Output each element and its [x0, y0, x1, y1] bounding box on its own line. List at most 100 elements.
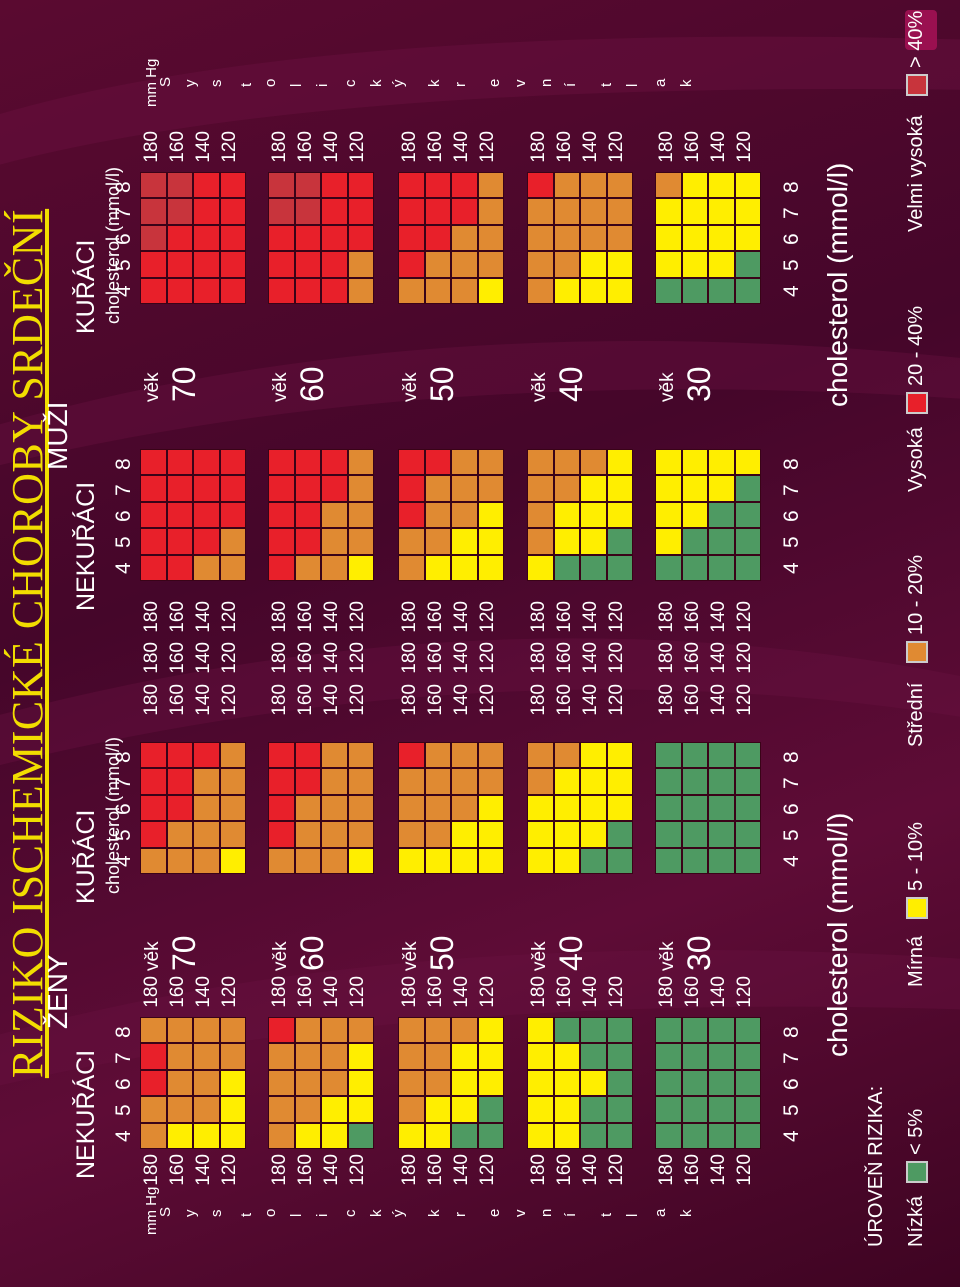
- risk-cell: [735, 450, 760, 475]
- risk-cell: [709, 555, 734, 580]
- risk-cell: [167, 1097, 192, 1122]
- risk-cell: [141, 555, 166, 580]
- group-header-2: NEKUŘÁCI: [72, 481, 100, 611]
- risk-cell: [167, 743, 192, 768]
- risk-cell: [167, 252, 192, 277]
- bp-tick-mid2b-4-1: 160: [682, 601, 703, 633]
- bp-tick-mid1a-1-3: 120: [347, 976, 368, 1008]
- x-tick-bottom-1-1: 5: [780, 829, 803, 841]
- x-tick-top-2-4: 8: [112, 458, 135, 470]
- risk-cell: [607, 252, 632, 277]
- age-value-a-0: 70: [166, 935, 202, 971]
- x-tick-top-0-1: 5: [112, 1104, 135, 1116]
- risk-grid-1: [268, 1017, 374, 1149]
- risk-cell: [581, 1097, 606, 1122]
- bp-tick-mid2a-2-1: 160: [425, 684, 446, 716]
- risk-cell: [322, 1070, 347, 1096]
- risk-cell: [399, 1044, 424, 1069]
- risk-cell: [322, 743, 347, 768]
- risk-cell: [735, 1123, 760, 1148]
- risk-cell: [194, 225, 219, 251]
- risk-cell: [295, 743, 320, 768]
- age-word-b-3: věk: [529, 372, 550, 402]
- risk-cell: [295, 450, 320, 475]
- risk-cell: [607, 848, 632, 873]
- bp-tick-mid1b-2-1: 160: [425, 642, 446, 674]
- risk-cell: [656, 555, 681, 580]
- risk-cell: [269, 278, 294, 303]
- risk-cell: [452, 252, 477, 277]
- risk-cell: [322, 1123, 347, 1148]
- risk-cell: [528, 252, 553, 277]
- bp-axis-letter-left-10: k: [426, 1209, 443, 1218]
- x-tick-bottom-2-2: 6: [780, 510, 803, 522]
- risk-cell: [220, 450, 245, 475]
- risk-cell: [399, 1070, 424, 1096]
- risk-cell: [581, 1044, 606, 1069]
- risk-cell: [220, 1070, 245, 1096]
- cholesterol-axis-title-left: cholesterol (mmol/l): [822, 812, 853, 1057]
- risk-cell: [425, 199, 450, 224]
- risk-cell: [528, 1097, 553, 1122]
- risk-cell: [554, 529, 579, 554]
- legend-name-3: Vysoká: [905, 427, 927, 492]
- risk-cell: [581, 743, 606, 768]
- risk-cell: [194, 502, 219, 528]
- risk-cell: [656, 199, 681, 224]
- bp-tick-mid2a-1-3: 120: [347, 684, 368, 716]
- risk-cell: [399, 555, 424, 580]
- x-tick-top-2-3: 7: [112, 484, 135, 496]
- legend-range-4: > 40%: [905, 10, 927, 68]
- risk-cell: [141, 743, 166, 768]
- risk-cell: [269, 743, 294, 768]
- risk-cell: [220, 173, 245, 198]
- risk-cell: [141, 450, 166, 475]
- risk-cell: [399, 1123, 424, 1148]
- risk-cell: [528, 743, 553, 768]
- risk-cell: [348, 199, 373, 224]
- bp-tick-mid2a-4-2: 140: [708, 684, 729, 716]
- risk-cell: [656, 1123, 681, 1148]
- bp-tick-right-3-2: 140: [580, 131, 601, 163]
- bp-tick-right-1-2: 140: [321, 131, 342, 163]
- x-tick-bottom-1-2: 6: [780, 803, 803, 815]
- risk-cell: [220, 278, 245, 303]
- risk-cell: [425, 769, 450, 794]
- bp-axis-letter-left-9: ý: [390, 1209, 407, 1218]
- bp-tick-right-3-3: 120: [606, 131, 627, 163]
- risk-grid-19: [655, 172, 761, 304]
- bp-tick-right-1-3: 120: [347, 131, 368, 163]
- bp-axis-letter-right-17: l: [624, 83, 641, 87]
- risk-cell: [425, 848, 450, 873]
- bp-tick-left-3-2: 140: [580, 1154, 601, 1186]
- bp-tick-left-0-3: 120: [219, 1154, 240, 1186]
- risk-cell: [425, 252, 450, 277]
- risk-cell: [194, 1097, 219, 1122]
- risk-grid-11: [268, 449, 374, 581]
- risk-cell: [295, 278, 320, 303]
- bp-tick-mid1b-1-0: 180: [269, 642, 290, 674]
- risk-cell: [478, 555, 503, 580]
- bp-tick-mid2a-4-0: 180: [656, 684, 677, 716]
- risk-cell: [656, 848, 681, 873]
- risk-cell: [554, 173, 579, 198]
- bp-tick-right-0-0: 180: [141, 131, 162, 163]
- bp-tick-left-1-2: 140: [321, 1154, 342, 1186]
- legend-swatch-0: [906, 1161, 928, 1183]
- risk-cell: [554, 1018, 579, 1043]
- x-tick-bottom-3-2: 6: [780, 233, 803, 245]
- risk-cell: [425, 822, 450, 847]
- age-word-a-2: věk: [400, 941, 421, 971]
- risk-cell: [348, 1123, 373, 1148]
- legend-range-3: 20 - 40%: [905, 305, 927, 386]
- risk-cell: [220, 555, 245, 580]
- bp-axis-letter-left-15: í: [562, 1212, 579, 1217]
- risk-grid-16: [268, 172, 374, 304]
- bp-tick-mid2b-3-1: 160: [554, 601, 575, 633]
- bp-tick-mid2a-2-0: 180: [399, 684, 420, 716]
- legend-swatch-2: [906, 641, 928, 663]
- risk-cell: [425, 555, 450, 580]
- risk-cell: [656, 173, 681, 198]
- risk-cell: [554, 555, 579, 580]
- age-value-b-2: 50: [424, 366, 460, 402]
